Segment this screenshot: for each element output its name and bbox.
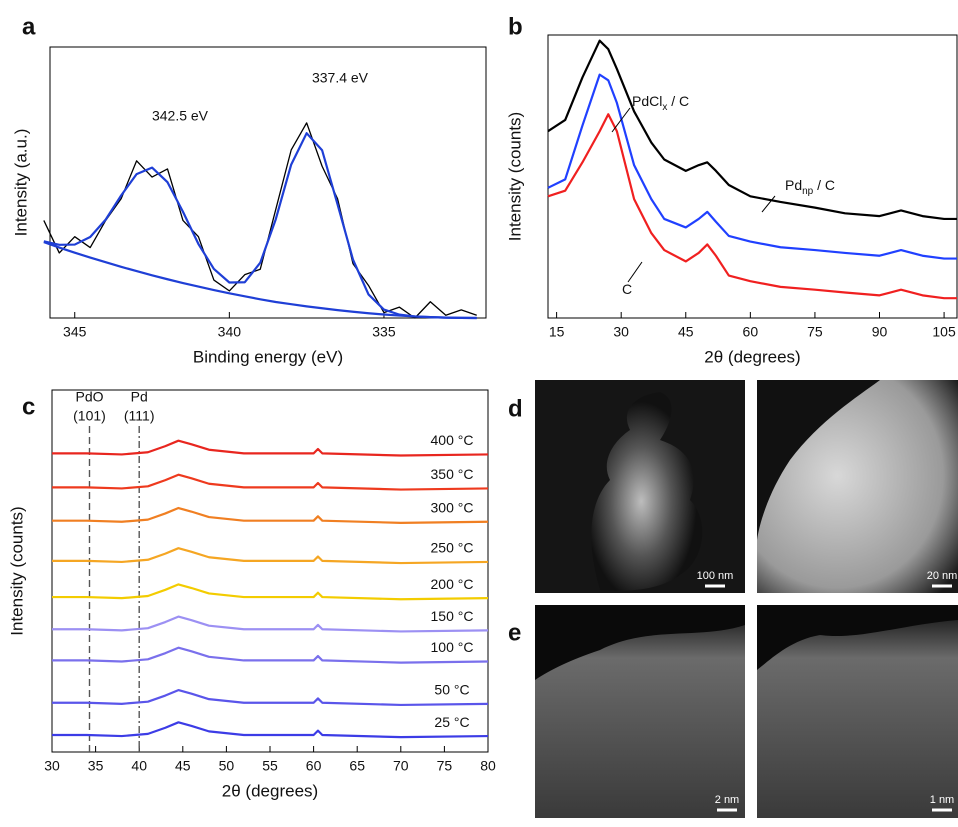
x-tick-label: 65: [349, 758, 365, 774]
peak-annotation: 337.4 eV: [312, 70, 369, 86]
y-axis-title: Intensity (counts): [505, 112, 524, 241]
leader-line: [627, 261, 643, 283]
reference-label: (111): [124, 408, 155, 424]
series-label: 150 °C: [431, 608, 474, 624]
x-tick-label: 60: [743, 324, 759, 340]
x-tick-label: 70: [393, 758, 409, 774]
x-tick-label: 90: [872, 324, 888, 340]
series-line: [52, 473, 489, 491]
series-line: [43, 132, 477, 320]
background-region: [535, 605, 745, 680]
x-tick-label: 30: [44, 758, 60, 774]
x-tick-label: 345: [63, 324, 87, 340]
scale-bar-label: 20 nm: [927, 570, 958, 582]
reference-label: (101): [73, 408, 106, 424]
x-tick-label: 105: [932, 324, 956, 340]
x-tick-label: 15: [549, 324, 565, 340]
x-tick-label: 75: [437, 758, 453, 774]
series-label: 350 °C: [431, 466, 474, 482]
reference-label: PdO: [75, 389, 103, 405]
series-line: [547, 73, 957, 260]
x-tick-label: 40: [131, 758, 147, 774]
x-tick-label: 30: [613, 324, 629, 340]
series-label: 100 °C: [431, 639, 474, 655]
label-text: C: [622, 281, 632, 297]
series-label: PdClx / C: [632, 93, 689, 113]
series-label: 200 °C: [431, 576, 474, 592]
series-line: [52, 439, 489, 457]
series-label: Pdnp / C: [785, 177, 835, 197]
x-tick-label: 45: [175, 758, 191, 774]
panel-label: c: [22, 393, 35, 420]
plot-frame: [49, 46, 487, 319]
series-line: [52, 506, 489, 524]
background-region: [757, 605, 958, 670]
x-tick-label: 60: [306, 758, 322, 774]
series-label: 300 °C: [431, 499, 474, 515]
x-tick-label: 45: [678, 324, 694, 340]
label-text: PdCl: [632, 93, 662, 109]
label-subscript: x: [662, 102, 667, 113]
label-suffix: / C: [667, 93, 689, 109]
panel-label: a: [22, 13, 36, 40]
x-axis-title: Binding energy (eV): [193, 347, 343, 366]
particle: [591, 392, 703, 591]
series-label: 25 °C: [434, 714, 469, 730]
label-text: Pd: [785, 177, 802, 193]
series-line: [43, 241, 477, 320]
panel-label: d: [508, 395, 523, 422]
panel-label: b: [508, 13, 523, 40]
series-line: [52, 646, 489, 664]
series-label: 50 °C: [434, 682, 469, 698]
series-line: [547, 113, 957, 300]
x-tick-label: 80: [480, 758, 496, 774]
scale-bar-label: 1 nm: [930, 794, 954, 806]
x-tick-label: 75: [807, 324, 823, 340]
series-line: [52, 583, 489, 601]
x-tick-label: 50: [219, 758, 235, 774]
y-axis-title: Intensity (counts): [7, 506, 26, 635]
label-suffix: / C: [813, 177, 835, 193]
series-line: [52, 689, 489, 707]
series-label: 250 °C: [431, 540, 474, 556]
series-line: [43, 122, 477, 319]
scale-bar-label: 2 nm: [715, 794, 739, 806]
plot-frame: [547, 34, 958, 319]
panel-label: e: [508, 619, 521, 646]
reference-label: Pd: [131, 389, 148, 405]
series-label: 400 °C: [431, 432, 474, 448]
x-tick-label: 35: [88, 758, 104, 774]
x-axis-title: 2θ (degrees): [704, 347, 800, 366]
background-region: [757, 380, 880, 540]
label-subscript: np: [802, 186, 814, 197]
x-axis-title: 2θ (degrees): [222, 781, 318, 800]
series-line: [52, 721, 489, 739]
plot-frame: [51, 389, 489, 753]
y-axis-title: Intensity (a.u.): [11, 129, 30, 237]
series-line: [52, 615, 489, 633]
x-tick-label: 335: [372, 324, 396, 340]
x-tick-label: 340: [218, 324, 242, 340]
scale-bar-label: 100 nm: [697, 570, 734, 582]
leader-line: [761, 195, 776, 213]
series-line: [52, 547, 489, 565]
series-line: [547, 39, 957, 221]
series-label: C: [622, 281, 632, 297]
peak-annotation: 342.5 eV: [152, 108, 209, 124]
leader-line: [611, 107, 631, 133]
x-tick-label: 55: [262, 758, 278, 774]
